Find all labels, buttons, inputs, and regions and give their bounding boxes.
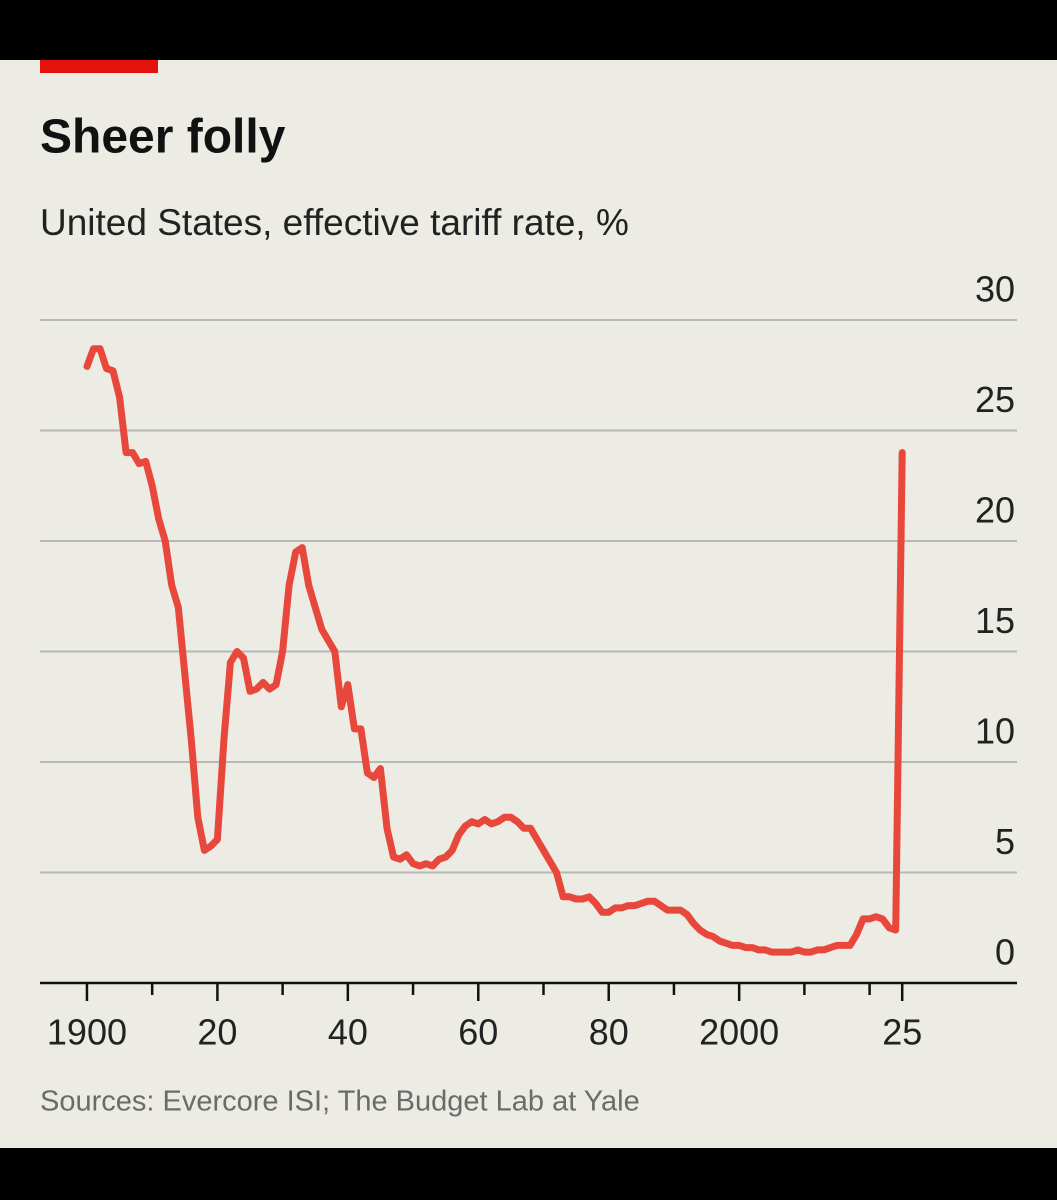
y-tick-label: 25 (975, 379, 1015, 420)
x-tick-label: 2000 (699, 1012, 779, 1053)
y-tick-label: 15 (975, 600, 1015, 641)
source: Sources: Evercore ISI; The Budget Lab at… (40, 1086, 640, 1118)
chart-title: Sheer folly (40, 111, 286, 164)
chart-subtitle: United States, effective tariff rate, % (40, 202, 629, 243)
y-tick-label: 10 (975, 711, 1015, 752)
x-tick-label: 20 (197, 1012, 237, 1053)
y-tick-label: 0 (995, 932, 1015, 973)
brand-bar (40, 60, 158, 73)
x-tick-label: 60 (458, 1012, 498, 1053)
y-tick-label: 20 (975, 490, 1015, 531)
y-tick-label: 30 (975, 269, 1015, 310)
x-tick-label: 25 (882, 1012, 922, 1053)
x-tick-label: 40 (328, 1012, 368, 1053)
x-tick-label: 80 (589, 1012, 629, 1053)
data-line (83, 345, 906, 956)
y-tick-label: 5 (995, 821, 1015, 862)
x-tick-label: 1900 (47, 1012, 127, 1053)
